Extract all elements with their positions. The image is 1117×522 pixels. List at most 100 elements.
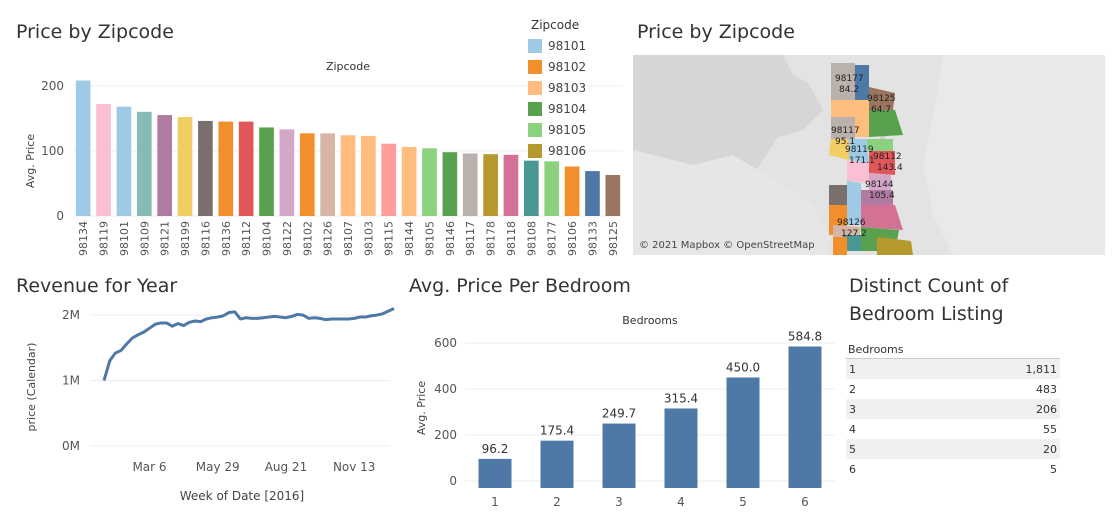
zip-x-tick: 98106 xyxy=(566,221,579,256)
zipcode-legend: Zipcode 98101 98102 98103 98104 98105 98106 xyxy=(528,18,586,161)
region-98144[interactable] xyxy=(861,190,893,205)
region-98103[interactable] xyxy=(855,117,869,137)
map-label-zip: 98144 xyxy=(865,180,894,190)
rev-x-tick: Mar 6 xyxy=(132,460,166,474)
bedrooms-cell: 6 xyxy=(849,462,856,476)
legend-item-98103[interactable]: 98103 xyxy=(528,77,586,98)
bed-bar-6 xyxy=(788,346,822,488)
zip-x-tick: 98108 xyxy=(525,221,538,256)
table-row: 3 206 xyxy=(846,399,1060,419)
zip-x-tick: 98117 xyxy=(464,221,477,256)
region-98118[interactable] xyxy=(861,205,903,230)
region-98177[interactable] xyxy=(831,63,855,100)
map-label-value: 84.2 xyxy=(839,85,859,95)
map-label-value: 64.7 xyxy=(871,105,891,115)
zip-bar-98144 xyxy=(401,146,417,216)
zip-bar-98117 xyxy=(462,153,478,216)
bed-x-tick: 4 xyxy=(677,495,685,509)
bed-bar-2 xyxy=(540,440,574,488)
region-98109[interactable] xyxy=(849,139,869,163)
table-row: 5 20 xyxy=(846,439,1060,459)
legend-swatch xyxy=(528,80,542,95)
zip-bar-98126 xyxy=(320,133,335,216)
map-landmass-south xyxy=(633,150,829,255)
zip-x-tick: 98121 xyxy=(159,221,172,256)
region-98178[interactable] xyxy=(877,237,913,255)
region-98133[interactable] xyxy=(855,65,869,100)
zip-x-tick: 98177 xyxy=(546,221,559,256)
region-98103-north[interactable] xyxy=(831,100,869,117)
zip-bar-98107 xyxy=(340,135,356,216)
region-98125[interactable] xyxy=(869,87,895,110)
zip-x-tick: 98105 xyxy=(423,221,436,256)
zip-x-tick: 98102 xyxy=(301,221,314,256)
zip-bar-98104 xyxy=(259,127,274,216)
zip-x-tick: 98116 xyxy=(199,221,212,256)
bedroom-count-title-line2: Bedroom Listing xyxy=(849,303,1004,325)
count-cell: 483 xyxy=(1036,382,1057,396)
legend-item-98106[interactable]: 98106 xyxy=(528,140,586,161)
zip-bar-98199 xyxy=(177,117,193,216)
zip-bar-98106 xyxy=(564,166,580,216)
zip-bar-98125 xyxy=(605,174,621,216)
region-98119[interactable] xyxy=(847,160,869,183)
zip-y-tick: 100 xyxy=(41,144,64,158)
region-98126[interactable] xyxy=(833,225,861,237)
legend-swatch xyxy=(528,101,542,116)
zipcode-chart-title: Price by Zipcode xyxy=(16,21,174,43)
zip-y-tick: 200 xyxy=(41,79,64,93)
revenue-chart-title: Revenue for Year xyxy=(16,275,178,297)
zip-bar-98133 xyxy=(585,171,600,216)
region-98106[interactable] xyxy=(833,237,847,255)
zipcode-regions[interactable] xyxy=(829,63,913,255)
zip-x-tick: 98126 xyxy=(322,221,335,256)
legend-swatch xyxy=(528,122,542,137)
zipcode-map-title: Price by Zipcode xyxy=(637,21,795,43)
map-attribution: © 2021 Mapbox © OpenStreetMap xyxy=(639,240,815,251)
map-label-zip: 98119 xyxy=(845,145,874,155)
table-row: 1 1,811 xyxy=(846,359,1060,379)
bed-bar-value-label: 450.0 xyxy=(726,361,760,375)
zip-y-axis-label: Avg. Price xyxy=(24,134,37,188)
map-label-value: 171.1 xyxy=(849,156,875,166)
bed-bar-1 xyxy=(478,458,512,488)
region-98112[interactable] xyxy=(869,151,895,175)
zip-bar-98103 xyxy=(361,135,376,216)
zip-x-tick: 98103 xyxy=(362,221,375,256)
bedrooms-cell: 3 xyxy=(849,402,856,416)
region-98117[interactable] xyxy=(831,117,855,139)
count-cell: 20 xyxy=(1043,442,1057,456)
revenue-line-chart: 0M 1M 2M Mar 6 May 29 Aug 21 Nov 13 Week of Dat… xyxy=(25,307,395,503)
map-labels: 9817784.29812564.79811795.198119171.1981… xyxy=(831,74,903,239)
count-cell: 55 xyxy=(1043,422,1057,436)
region-98134[interactable] xyxy=(847,181,861,225)
region-98105[interactable] xyxy=(867,139,893,151)
region-98116[interactable] xyxy=(829,185,847,205)
zip-bar-98101 xyxy=(116,106,132,216)
region-98108[interactable] xyxy=(843,235,861,251)
region-98199[interactable] xyxy=(829,139,849,160)
bed-y-tick: 400 xyxy=(434,382,457,396)
legend-item-98105[interactable]: 98105 xyxy=(528,119,586,140)
legend-item-98101[interactable]: 98101 xyxy=(528,35,586,56)
map-graphic[interactable]: 9817784.29812564.79811795.198119171.1981… xyxy=(633,55,1105,255)
legend-item-98102[interactable]: 98102 xyxy=(528,56,586,77)
map-label-value: 143.4 xyxy=(877,163,903,173)
zip-x-tick: 98133 xyxy=(586,221,599,256)
region-98122[interactable] xyxy=(869,173,891,190)
zipcode-map[interactable]: 98177 84.2 98125 64.7 98117 95.1 98119 171.1 981… xyxy=(633,55,1105,255)
rev-y-tick: 1M xyxy=(62,374,80,388)
bed-x-tick: 3 xyxy=(615,495,623,509)
legend-item-98104[interactable]: 98104 xyxy=(528,98,586,119)
region-98105-north[interactable] xyxy=(869,110,903,137)
bed-x-tick: 5 xyxy=(739,495,747,509)
zip-x-tick: 98104 xyxy=(261,221,274,256)
bed-bar-value-label: 249.7 xyxy=(602,407,636,421)
zip-x-tick: 98125 xyxy=(607,221,620,256)
map-label-value: 95.1 xyxy=(835,137,855,147)
bed-x-tick: 1 xyxy=(491,495,499,509)
rev-x-tick: May 29 xyxy=(196,460,240,474)
zip-x-tick: 98134 xyxy=(77,221,90,256)
bedroom-count-title-line1: Distinct Count of xyxy=(849,275,1009,297)
zip-bar-98177 xyxy=(544,161,560,216)
